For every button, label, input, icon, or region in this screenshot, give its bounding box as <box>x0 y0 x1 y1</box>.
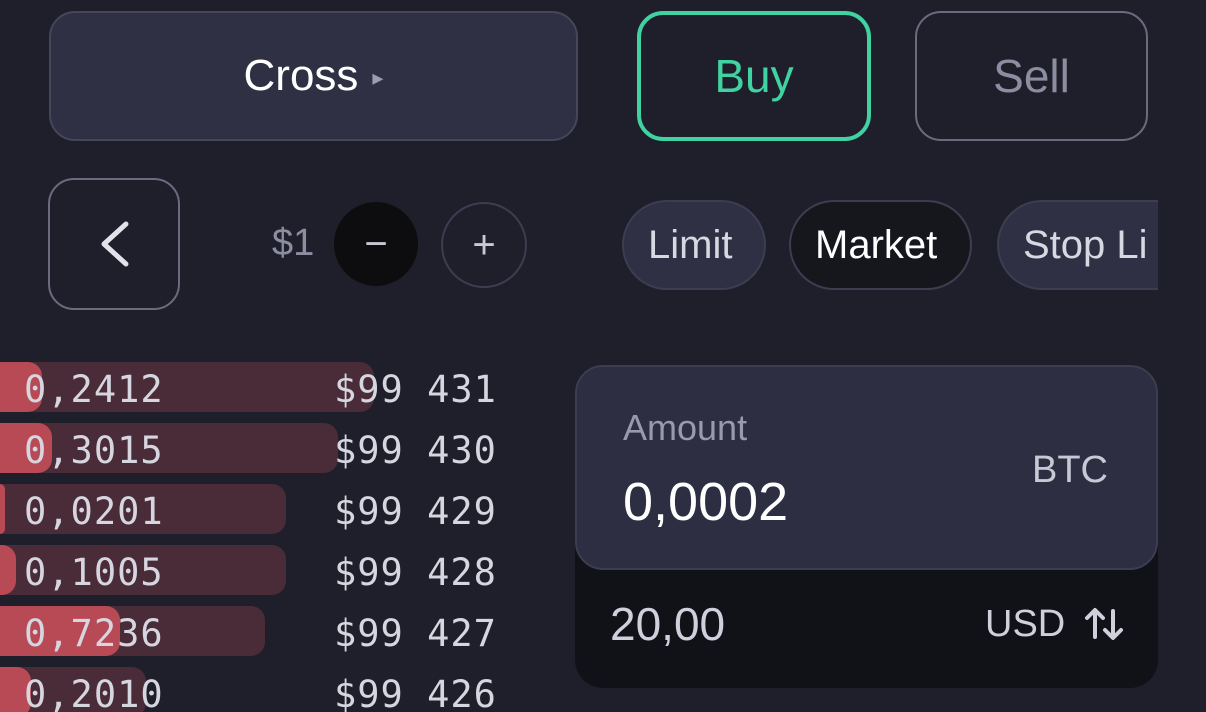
order-book: 0,2412 $99 431 0,3015 $99 430 0,0201 $99 429 0… <box>0 362 520 712</box>
order-price: $99 431 <box>334 368 497 411</box>
amount-input-card[interactable]: Amount 0,0002 BTC <box>575 365 1158 570</box>
fill-bar <box>0 667 31 712</box>
order-book-row[interactable]: 0,3015 $99 430 <box>0 423 520 475</box>
order-book-row[interactable]: 0,0201 $99 429 <box>0 484 520 536</box>
depth-bar <box>0 545 286 595</box>
price-step-value: $1 <box>272 222 315 264</box>
fill-bar <box>0 484 5 534</box>
order-price: $99 426 <box>334 673 497 712</box>
usd-unit: USD <box>985 603 1066 645</box>
chevron-left-icon <box>101 221 129 267</box>
order-book-row[interactable]: 0,7236 $99 427 <box>0 606 520 658</box>
usd-value: 20,00 <box>610 598 726 650</box>
amount-unit: BTC <box>1032 449 1108 491</box>
sell-button[interactable]: Sell <box>915 11 1148 141</box>
order-quantity: 0,2010 <box>24 673 164 712</box>
order-quantity: 0,1005 <box>24 551 164 594</box>
order-quantity: 0,7236 <box>24 612 164 655</box>
back-button[interactable] <box>48 178 180 310</box>
order-book-row[interactable]: 0,1005 $99 428 <box>0 545 520 597</box>
tab-stop-limit[interactable]: Stop Li <box>997 200 1158 290</box>
amount-field[interactable]: 0,0002 <box>623 472 789 532</box>
fill-bar <box>0 545 16 595</box>
order-book-row[interactable]: 0,2010 $99 426 <box>0 667 520 712</box>
order-price: $99 427 <box>334 612 497 655</box>
depth-bar <box>0 362 374 412</box>
fill-bar <box>0 423 52 473</box>
depth-bar <box>0 423 338 473</box>
order-type-tabs: Limit Market Stop Li <box>622 200 1158 290</box>
swap-units-button[interactable] <box>1083 603 1125 645</box>
depth-bar <box>0 484 286 534</box>
order-price: $99 429 <box>334 490 497 533</box>
order-price: $99 430 <box>334 429 497 472</box>
order-quantity: 0,0201 <box>24 490 164 533</box>
caret-right-icon: ▸ <box>372 65 384 90</box>
tab-market[interactable]: Market <box>789 200 972 290</box>
swap-arrows-icon <box>1085 608 1123 640</box>
order-price: $99 428 <box>334 551 497 594</box>
order-quantity: 0,3015 <box>24 429 164 472</box>
order-quantity: 0,2412 <box>24 368 164 411</box>
tab-limit[interactable]: Limit <box>622 200 766 290</box>
amount-panel: Amount 0,0002 BTC 20,00 USD <box>575 365 1158 688</box>
buy-button[interactable]: Buy <box>637 11 871 141</box>
increase-step-button[interactable]: + <box>441 202 527 288</box>
decrease-step-button[interactable]: − <box>334 202 418 286</box>
amount-label: Amount <box>623 407 748 448</box>
order-book-row[interactable]: 0,2412 $99 431 <box>0 362 520 414</box>
margin-mode-label: Cross <box>243 51 359 100</box>
fill-bar <box>0 606 120 656</box>
fill-bar <box>0 362 42 412</box>
margin-mode-button[interactable]: Cross ▸ <box>49 11 578 141</box>
